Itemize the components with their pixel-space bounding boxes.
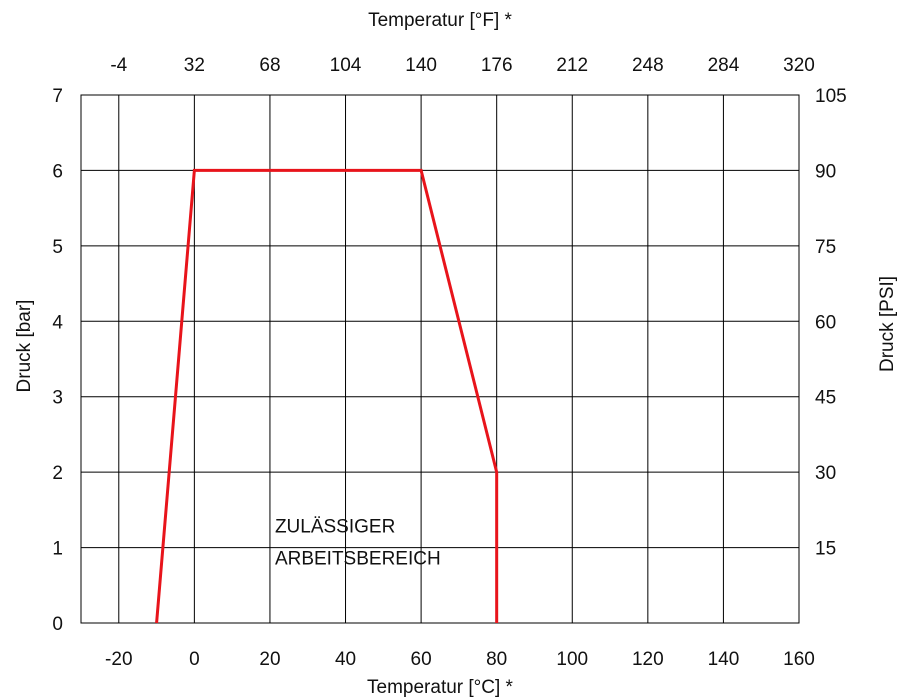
x-tick-label: 80 [486,649,507,670]
y-tick-label: 6 [52,161,63,182]
y-tick-label: 2 [52,463,63,484]
x2-tick-label: -4 [110,55,127,76]
y2-axis-title: Druck [PSI] [877,276,898,372]
grid [81,94,800,624]
series-line [155,168,499,624]
y2-tick-label: 90 [815,161,836,182]
tick-labels: -20-403220684010460140801761002121202481… [52,55,846,670]
x2-tick-label: 248 [632,55,664,76]
x2-tick-label: 176 [481,55,513,76]
x-tick-label: 100 [556,649,588,670]
y2-tick-label: 15 [815,539,836,560]
plot-frame [80,94,800,624]
y2-tick-label: 105 [815,86,847,107]
x2-tick-label: 140 [405,55,437,76]
x2-tick-label: 68 [259,55,280,76]
x-tick-label: 160 [783,649,815,670]
y-tick-label: 3 [52,388,63,409]
x2-tick-label: 320 [783,55,815,76]
series-layer [155,168,499,624]
y-tick-label: 5 [52,237,63,258]
x2-tick-label: 104 [330,55,362,76]
y2-tick-label: 60 [815,312,836,333]
x2-axis-title: Temperatur [°F] * [368,10,512,31]
x-tick-label: 20 [259,649,280,670]
y-tick-label: 4 [52,312,63,333]
x-axis-title: Temperatur [°C] * [367,677,514,698]
y-tick-label: 7 [52,86,63,107]
x-tick-label: 140 [708,649,740,670]
x-tick-label: 40 [335,649,356,670]
x-tick-label: -20 [105,649,132,670]
y-tick-label: 0 [52,614,63,635]
y2-tick-label: 30 [815,463,836,484]
y-axis-title: Druck [bar] [14,300,35,393]
annotation-line-2: ARBEITSBEREICH [275,548,441,569]
x-tick-label: 120 [632,649,664,670]
x-tick-label: 60 [411,649,432,670]
x2-tick-label: 284 [708,55,740,76]
y-tick-label: 1 [52,539,63,560]
x-tick-label: 0 [189,649,200,670]
x2-tick-label: 212 [556,55,588,76]
annotation-line-1: ZULÄSSIGER [275,516,395,537]
y2-tick-label: 75 [815,237,836,258]
x2-tick-label: 32 [184,55,205,76]
y2-tick-label: 45 [815,388,836,409]
